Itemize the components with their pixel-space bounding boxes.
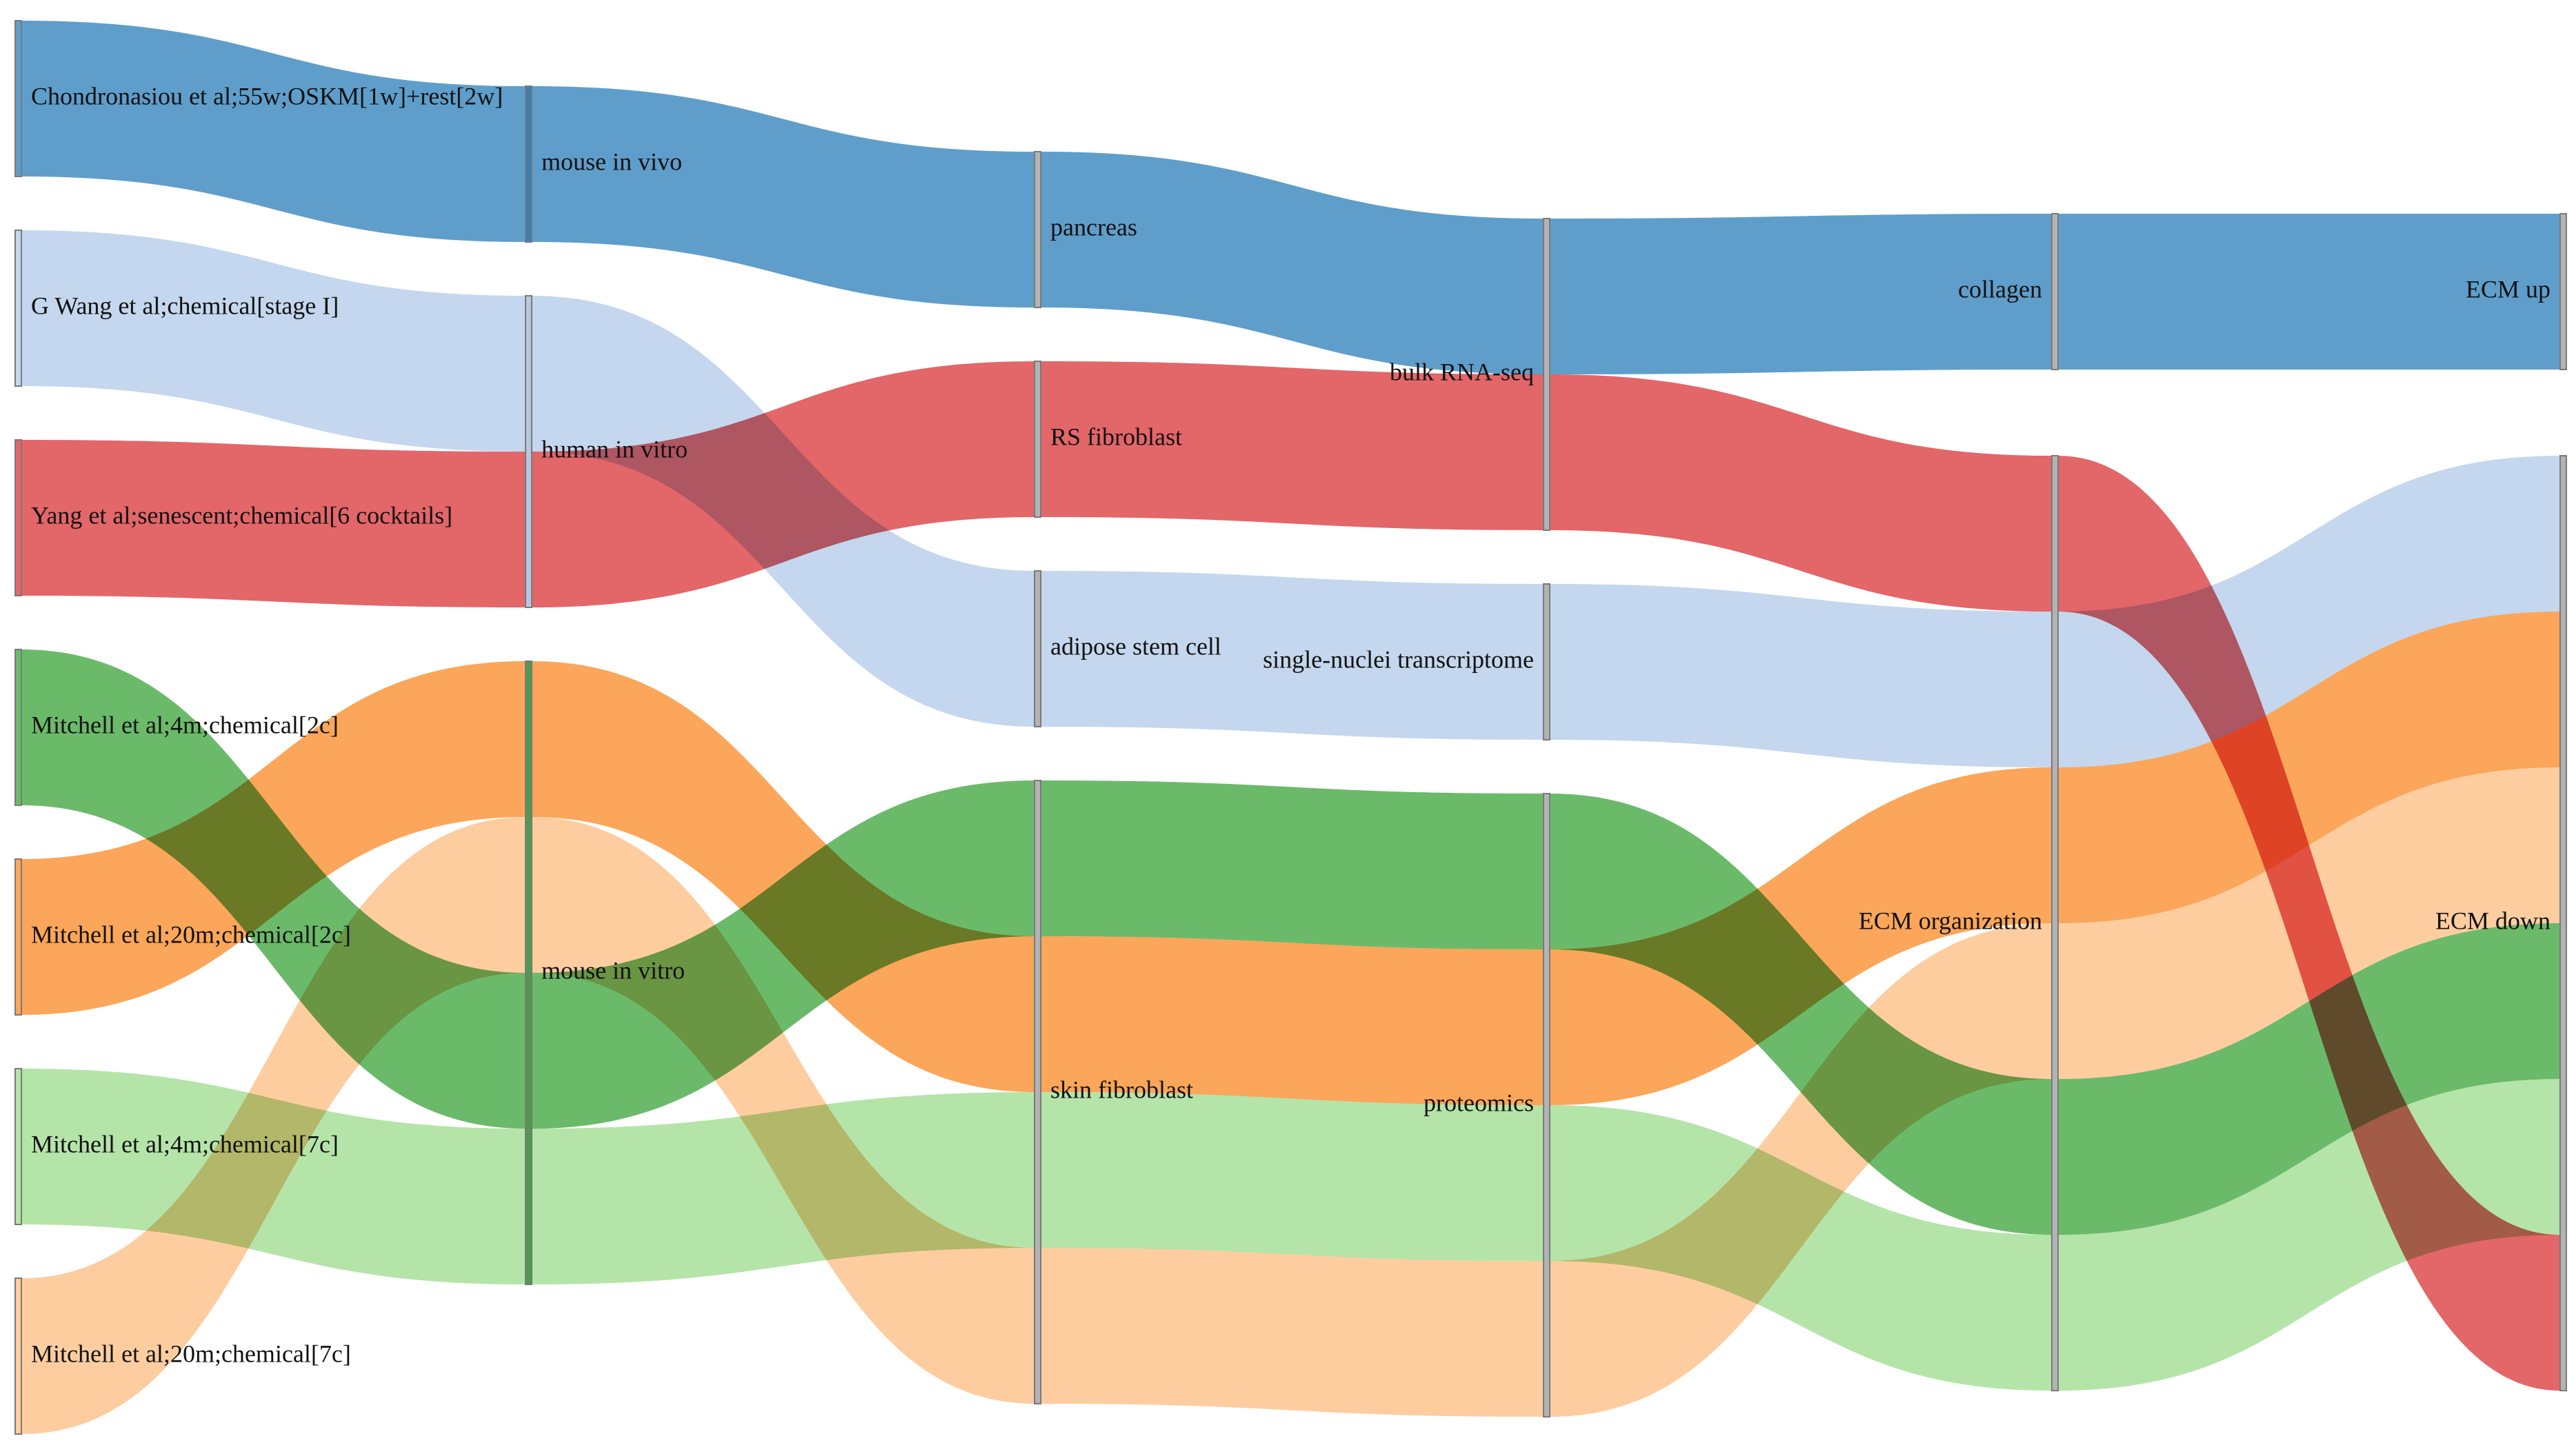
flow-g-wang-et-al-chemical-stage-i-g-wang-et-al-chemical-stage-i-to-human-in-vitro (21, 230, 526, 452)
node-label-ecm-organization: ECM organization (1859, 907, 2042, 934)
flow-yang-et-al-senescent-chemical-6-cocktails-human-in-vitro-to-rs-fibroblast (532, 361, 1035, 607)
node-label-yang-et-al-senescent-chemical-6-cocktails: Yang et al;senescent;chemical[6 cocktail… (31, 501, 452, 529)
flow-mitchell-et-al-20m-chemical-2c-skin-fibroblast-to-proteomics (1041, 936, 1544, 1105)
node-label-proteomics: proteomics (1424, 1089, 1534, 1116)
flow-yang-et-al-senescent-chemical-6-cocktails-yang-et-al-senescent-chemical-6-cocktails-to-human-in-vitro (21, 440, 526, 607)
node-label-mitchell-et-al-20m-chemical-7c: Mitchell et al;20m;chemical[7c] (31, 1340, 351, 1367)
node-label-single-nuclei-transcriptome: single-nuclei transcriptome (1263, 645, 1534, 673)
flow-mitchell-et-al-20m-chemical-2c-ecm-organization-to-ecm-down (2058, 612, 2560, 923)
flow-chondronasiou-et-al-55w-oskm-1w-rest-2w-pancreas-to-bulk-rna-seq (1041, 152, 1544, 374)
flow-chondronasiou-et-al-55w-oskm-1w-rest-2w-bulk-rna-seq-to-collagen (1550, 214, 2052, 374)
node-mitchell-et-al-20m-chemical-2c (14, 858, 22, 1016)
node-label-human-in-vitro: human in vitro (541, 435, 688, 463)
node-skin-fibroblast (1034, 780, 1041, 1404)
node-mitchell-et-al-4m-chemical-2c (14, 649, 22, 806)
node-mouse-in-vivo (525, 85, 532, 243)
node-label-collagen: collagen (1958, 275, 2042, 303)
flow-mitchell-et-al-20m-chemical-7c-proteomics-to-ecm-organization (1550, 923, 2052, 1417)
node-label-ecm-up: ECM up (2466, 275, 2550, 303)
flow-mitchell-et-al-4m-chemical-7c-ecm-organization-to-ecm-down (2058, 1079, 2560, 1391)
flow-mitchell-et-al-20m-chemical-7c-mitchell-et-al-20m-chemical-7c-to-mouse-in-vitro (21, 817, 526, 1434)
flow-mitchell-et-al-20m-chemical-7c-skin-fibroblast-to-proteomics (1041, 1248, 1544, 1417)
node-ecm-down (2559, 455, 2567, 1391)
node-ecm-up (2559, 213, 2567, 370)
node-label-g-wang-et-al-chemical-stage-i: G Wang et al;chemical[stage I] (31, 292, 339, 319)
flow-yang-et-al-senescent-chemical-6-cocktails-rs-fibroblast-to-bulk-rna-seq (1041, 361, 1544, 530)
nodes-layer (14, 20, 2567, 1435)
flow-mitchell-et-al-4m-chemical-2c-ecm-organization-to-ecm-down (2058, 923, 2560, 1235)
node-proteomics (1543, 793, 1550, 1418)
node-label-ecm-down: ECM down (2435, 907, 2550, 934)
flow-mitchell-et-al-20m-chemical-2c-mouse-in-vitro-to-skin-fibroblast (532, 661, 1035, 1092)
node-label-mitchell-et-al-4m-chemical-7c: Mitchell et al;4m;chemical[7c] (31, 1130, 339, 1158)
node-label-mitchell-et-al-20m-chemical-2c: Mitchell et al;20m;chemical[2c] (31, 920, 351, 948)
node-bulk-rna-seq (1543, 218, 1550, 531)
node-g-wang-et-al-chemical-stage-i (14, 230, 22, 387)
node-label-mitchell-et-al-4m-chemical-2c: Mitchell et al;4m;chemical[2c] (31, 711, 339, 738)
flow-mitchell-et-al-20m-chemical-7c-mouse-in-vitro-to-skin-fibroblast (532, 817, 1035, 1404)
node-label-adipose-stem-cell: adipose stem cell (1050, 632, 1221, 660)
node-label-bulk-rna-seq: bulk RNA-seq (1390, 358, 1534, 385)
node-mouse-in-vitro (525, 661, 532, 1285)
node-mitchell-et-al-4m-chemical-7c (14, 1068, 22, 1225)
node-ecm-organization (2051, 455, 2059, 1391)
flow-yang-et-al-senescent-chemical-6-cocktails-bulk-rna-seq-to-ecm-organization (1550, 374, 2052, 612)
node-label-skin-fibroblast: skin fibroblast (1050, 1076, 1193, 1103)
flow-g-wang-et-al-chemical-stage-i-single-nuclei-transcriptome-to-ecm-organization (1550, 584, 2052, 767)
node-label-chondronasiou-et-al-55w-oskm-1w-rest-2w: Chondronasiou et al;55w;OSKM[1w]+rest[2w… (31, 82, 503, 110)
node-label-rs-fibroblast: RS fibroblast (1050, 423, 1182, 450)
node-mitchell-et-al-20m-chemical-7c (14, 1278, 22, 1435)
node-rs-fibroblast (1034, 361, 1041, 518)
node-label-mouse-in-vivo: mouse in vivo (541, 148, 682, 175)
node-collagen (2051, 213, 2059, 370)
flow-mitchell-et-al-20m-chemical-2c-mitchell-et-al-20m-chemical-2c-to-mouse-in-vitro (21, 661, 526, 1015)
node-yang-et-al-senescent-chemical-6-cocktails (14, 439, 22, 596)
flow-chondronasiou-et-al-55w-oskm-1w-rest-2w-mouse-in-vivo-to-pancreas (532, 86, 1035, 307)
node-label-pancreas: pancreas (1050, 213, 1137, 241)
flow-mitchell-et-al-20m-chemical-7c-ecm-organization-to-ecm-down (2058, 767, 2560, 1079)
flow-mitchell-et-al-4m-chemical-2c-skin-fibroblast-to-proteomics (1041, 780, 1544, 949)
node-chondronasiou-et-al-55w-oskm-1w-rest-2w (14, 20, 22, 177)
labels-layer: Chondronasiou et al;55w;OSKM[1w]+rest[2w… (31, 82, 2550, 1367)
node-label-mouse-in-vitro: mouse in vitro (541, 956, 685, 984)
flow-mitchell-et-al-4m-chemical-7c-skin-fibroblast-to-proteomics (1041, 1092, 1544, 1261)
flow-chondronasiou-et-al-55w-oskm-1w-rest-2w-chondronasiou-et-al-55w-oskm-1w-rest-2w-to-mouse-in-vivo (21, 21, 526, 242)
node-pancreas (1034, 151, 1041, 308)
flow-mitchell-et-al-20m-chemical-2c-proteomics-to-ecm-organization (1550, 767, 2052, 1105)
flow-chondronasiou-et-al-55w-oskm-1w-rest-2w-collagen-to-ecm-up (2058, 214, 2560, 370)
node-human-in-vitro (525, 295, 532, 608)
flow-g-wang-et-al-chemical-stage-i-adipose-stem-cell-to-single-nuclei-transcriptome (1041, 571, 1544, 740)
links-layer (21, 21, 2560, 1434)
node-adipose-stem-cell (1034, 570, 1041, 727)
node-single-nuclei-transcriptome (1543, 583, 1550, 740)
